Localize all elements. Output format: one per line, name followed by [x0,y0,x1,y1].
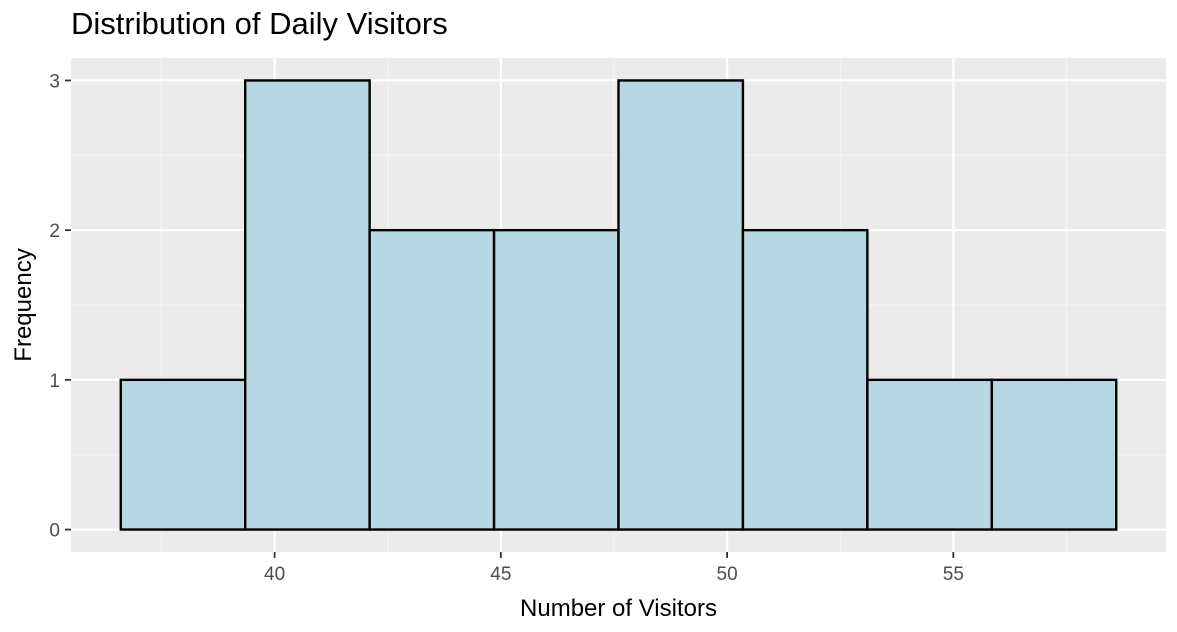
histogram-bar-7 [866,378,993,531]
y-axis-title: Frequency [10,248,37,361]
x-axis: 40 45 50 55 [264,552,964,585]
histogram-bar-1 [119,378,247,531]
chart-title: Distribution of Daily Visitors [71,6,448,41]
x-tick-label: 55 [943,564,964,585]
x-tick-label: 45 [490,564,511,585]
y-tick-label: 1 [49,371,60,392]
y-axis: 0 1 2 3 [49,71,71,542]
y-tick-label: 3 [49,71,60,92]
histogram-bar-2 [244,79,371,531]
x-tick-label: 40 [264,564,285,585]
x-tick-label: 50 [717,564,738,585]
histogram-bar-6 [741,228,869,531]
histogram-bar-4 [492,228,620,531]
histogram-bar-5 [617,79,745,531]
histogram-bar-8 [990,378,1118,531]
histogram-bars [119,79,1118,531]
y-tick-label: 2 [49,221,60,242]
histogram-bar-3 [368,228,496,531]
x-axis-title: Number of Visitors [520,595,717,622]
y-tick-label: 0 [49,521,60,542]
